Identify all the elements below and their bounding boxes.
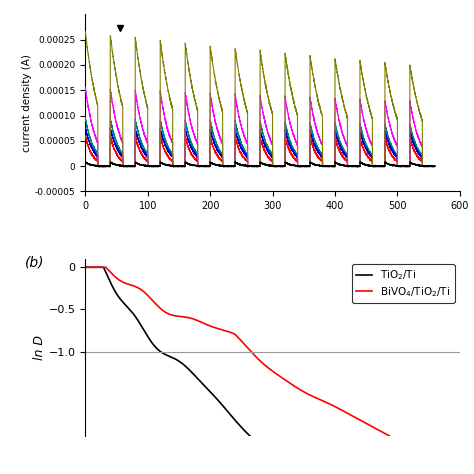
BiVO$_4$/TiO$_2$/Ti — [82, 264, 88, 270]
TiO$_2$/Ti — [121, 300, 127, 306]
TiO$_2$/Ti — [234, 419, 239, 425]
TiO$_2$/Ti — [457, 450, 463, 456]
BiVO$_4$/TiO$_2$/Ti — [422, 450, 428, 456]
TiO$_2$/Ti — [375, 450, 381, 456]
Y-axis label: ln D: ln D — [33, 335, 46, 360]
TiO$_2$/Ti — [265, 450, 271, 456]
BiVO$_4$/TiO$_2$/Ti — [339, 408, 345, 413]
Text: (b): (b) — [26, 255, 45, 269]
Legend: TiO$_2$/Ti, BiVO$_4$/TiO$_2$/Ti: TiO$_2$/Ti, BiVO$_4$/TiO$_2$/Ti — [352, 264, 455, 303]
TiO$_2$/Ti — [382, 450, 387, 456]
TiO$_2$/Ti — [340, 450, 346, 456]
Line: TiO$_2$/Ti: TiO$_2$/Ti — [85, 267, 460, 453]
Line: BiVO$_4$/TiO$_2$/Ti: BiVO$_4$/TiO$_2$/Ti — [85, 267, 460, 453]
BiVO$_4$/TiO$_2$/Ti — [247, 348, 253, 354]
TiO$_2$/Ti — [247, 433, 253, 439]
BiVO$_4$/TiO$_2$/Ti — [374, 427, 380, 432]
Y-axis label: current density (A): current density (A) — [22, 54, 32, 152]
BiVO$_4$/TiO$_2$/Ti — [457, 450, 463, 456]
BiVO$_4$/TiO$_2$/Ti — [381, 430, 387, 436]
TiO$_2$/Ti — [82, 264, 88, 270]
BiVO$_4$/TiO$_2$/Ti — [234, 333, 239, 339]
BiVO$_4$/TiO$_2$/Ti — [121, 280, 127, 285]
